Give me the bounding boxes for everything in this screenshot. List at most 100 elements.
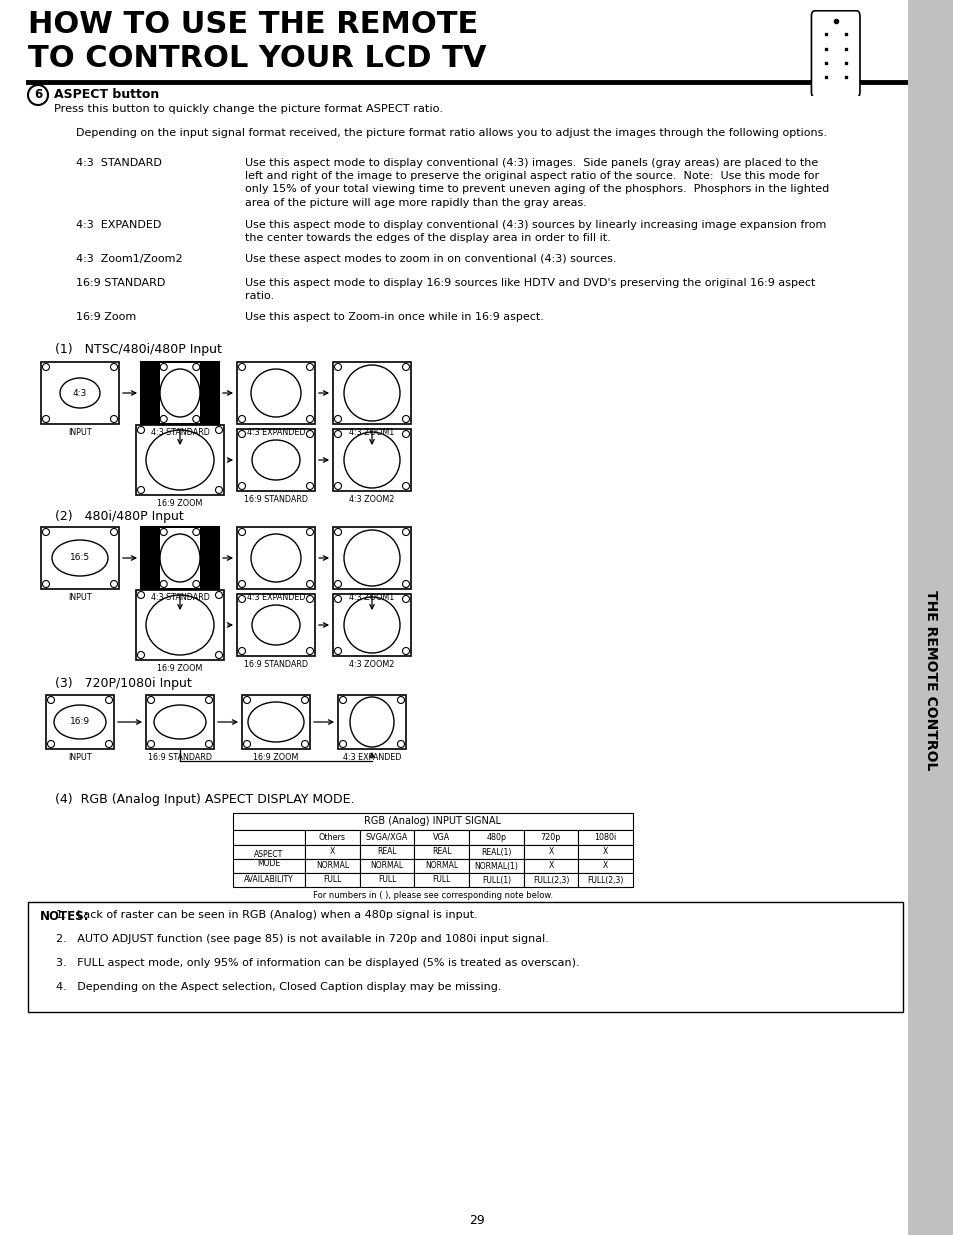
Circle shape bbox=[306, 647, 314, 655]
Text: 720p: 720p bbox=[540, 832, 560, 842]
Circle shape bbox=[238, 415, 245, 422]
Bar bbox=[41, 527, 119, 589]
Ellipse shape bbox=[160, 534, 200, 582]
Text: 16:9 STANDARD: 16:9 STANDARD bbox=[148, 753, 212, 762]
Text: 4:3 STANDARD: 4:3 STANDARD bbox=[151, 593, 210, 601]
Text: ASPECT button: ASPECT button bbox=[54, 88, 159, 101]
Ellipse shape bbox=[153, 705, 206, 739]
Text: 1.   Lack of raster can be seen in RGB (Analog) when a 480p signal is input.: 1. Lack of raster can be seen in RGB (An… bbox=[56, 910, 477, 920]
Text: 16:9 Zoom: 16:9 Zoom bbox=[76, 312, 136, 322]
Bar bbox=[46, 695, 113, 748]
Bar bbox=[414, 845, 469, 860]
Text: FULL: FULL bbox=[377, 876, 395, 884]
Text: FULL(2,3): FULL(2,3) bbox=[587, 876, 623, 884]
Text: SVGA/XGA: SVGA/XGA bbox=[365, 832, 408, 842]
Bar bbox=[233, 860, 305, 873]
Text: REAL: REAL bbox=[432, 847, 451, 857]
Text: NORMAL: NORMAL bbox=[315, 862, 349, 871]
Circle shape bbox=[335, 529, 341, 536]
Bar bbox=[236, 429, 314, 492]
Bar bbox=[305, 873, 359, 887]
Text: X: X bbox=[602, 847, 608, 857]
Text: X: X bbox=[602, 862, 608, 871]
Circle shape bbox=[48, 697, 54, 704]
Bar bbox=[469, 830, 523, 845]
Text: 4:3  EXPANDED: 4:3 EXPANDED bbox=[76, 220, 161, 230]
Circle shape bbox=[238, 529, 245, 536]
Bar bbox=[159, 529, 200, 588]
Ellipse shape bbox=[251, 369, 301, 417]
Text: 16:9 ZOOM: 16:9 ZOOM bbox=[157, 664, 202, 673]
Text: NOTES:: NOTES: bbox=[40, 910, 90, 923]
Circle shape bbox=[43, 529, 50, 536]
Circle shape bbox=[238, 431, 245, 437]
Circle shape bbox=[238, 363, 245, 370]
Bar bbox=[305, 830, 359, 845]
Bar bbox=[469, 845, 523, 860]
Bar bbox=[578, 830, 633, 845]
Bar bbox=[236, 362, 314, 424]
Circle shape bbox=[306, 595, 314, 603]
Ellipse shape bbox=[146, 595, 213, 655]
Circle shape bbox=[193, 415, 199, 422]
Circle shape bbox=[306, 363, 314, 370]
Circle shape bbox=[402, 529, 409, 536]
Bar bbox=[141, 527, 219, 589]
Circle shape bbox=[205, 741, 213, 747]
Text: INPUT: INPUT bbox=[68, 753, 91, 762]
Ellipse shape bbox=[344, 530, 399, 585]
Bar bbox=[233, 873, 305, 887]
Circle shape bbox=[160, 529, 167, 536]
Bar bbox=[414, 830, 469, 845]
Circle shape bbox=[402, 431, 409, 437]
Circle shape bbox=[306, 415, 314, 422]
Text: FULL(2,3): FULL(2,3) bbox=[533, 876, 569, 884]
Text: Use this aspect mode to display conventional (4:3) images.  Side panels (gray ar: Use this aspect mode to display conventi… bbox=[245, 158, 828, 207]
Text: Use this aspect mode to display 16:9 sources like HDTV and DVD's preserving the : Use this aspect mode to display 16:9 sou… bbox=[245, 278, 815, 301]
Bar bbox=[523, 873, 578, 887]
Circle shape bbox=[402, 580, 409, 588]
Text: Depending on the input signal format received, the picture format ratio allows y: Depending on the input signal format rec… bbox=[76, 128, 826, 138]
Text: VGA: VGA bbox=[433, 832, 450, 842]
Bar bbox=[141, 362, 219, 424]
Circle shape bbox=[111, 580, 117, 588]
Circle shape bbox=[306, 529, 314, 536]
Text: 4:3 ZOOM2: 4:3 ZOOM2 bbox=[349, 659, 395, 669]
Circle shape bbox=[43, 580, 50, 588]
Text: 4:3 EXPANDED: 4:3 EXPANDED bbox=[247, 593, 305, 601]
Text: THE REMOTE CONTROL: THE REMOTE CONTROL bbox=[923, 590, 937, 771]
Circle shape bbox=[106, 697, 112, 704]
Ellipse shape bbox=[160, 369, 200, 417]
Ellipse shape bbox=[344, 366, 399, 421]
Bar bbox=[159, 363, 200, 424]
Ellipse shape bbox=[146, 430, 213, 490]
Text: FULL: FULL bbox=[323, 876, 341, 884]
FancyBboxPatch shape bbox=[811, 11, 859, 98]
Circle shape bbox=[238, 483, 245, 489]
Text: 6: 6 bbox=[34, 89, 42, 101]
Ellipse shape bbox=[251, 534, 301, 582]
Circle shape bbox=[111, 529, 117, 536]
Text: 4:3 EXPANDED: 4:3 EXPANDED bbox=[342, 753, 401, 762]
Circle shape bbox=[402, 363, 409, 370]
Circle shape bbox=[48, 741, 54, 747]
Bar bbox=[236, 527, 314, 589]
Circle shape bbox=[306, 580, 314, 588]
Bar bbox=[146, 695, 213, 748]
Circle shape bbox=[397, 697, 404, 704]
Bar bbox=[359, 873, 414, 887]
Bar bbox=[523, 860, 578, 873]
Text: X: X bbox=[548, 847, 553, 857]
Circle shape bbox=[160, 415, 167, 422]
Text: FULL: FULL bbox=[432, 876, 451, 884]
Circle shape bbox=[306, 431, 314, 437]
Ellipse shape bbox=[52, 540, 108, 576]
Circle shape bbox=[193, 580, 199, 588]
Circle shape bbox=[215, 592, 222, 599]
Text: AVAILABILITY: AVAILABILITY bbox=[244, 876, 294, 884]
Bar bbox=[136, 425, 224, 495]
Text: REAL: REAL bbox=[376, 847, 396, 857]
Text: 4:3 ZOOM1: 4:3 ZOOM1 bbox=[349, 593, 395, 601]
Ellipse shape bbox=[350, 697, 394, 747]
Text: 4:3 STANDARD: 4:3 STANDARD bbox=[151, 429, 210, 437]
